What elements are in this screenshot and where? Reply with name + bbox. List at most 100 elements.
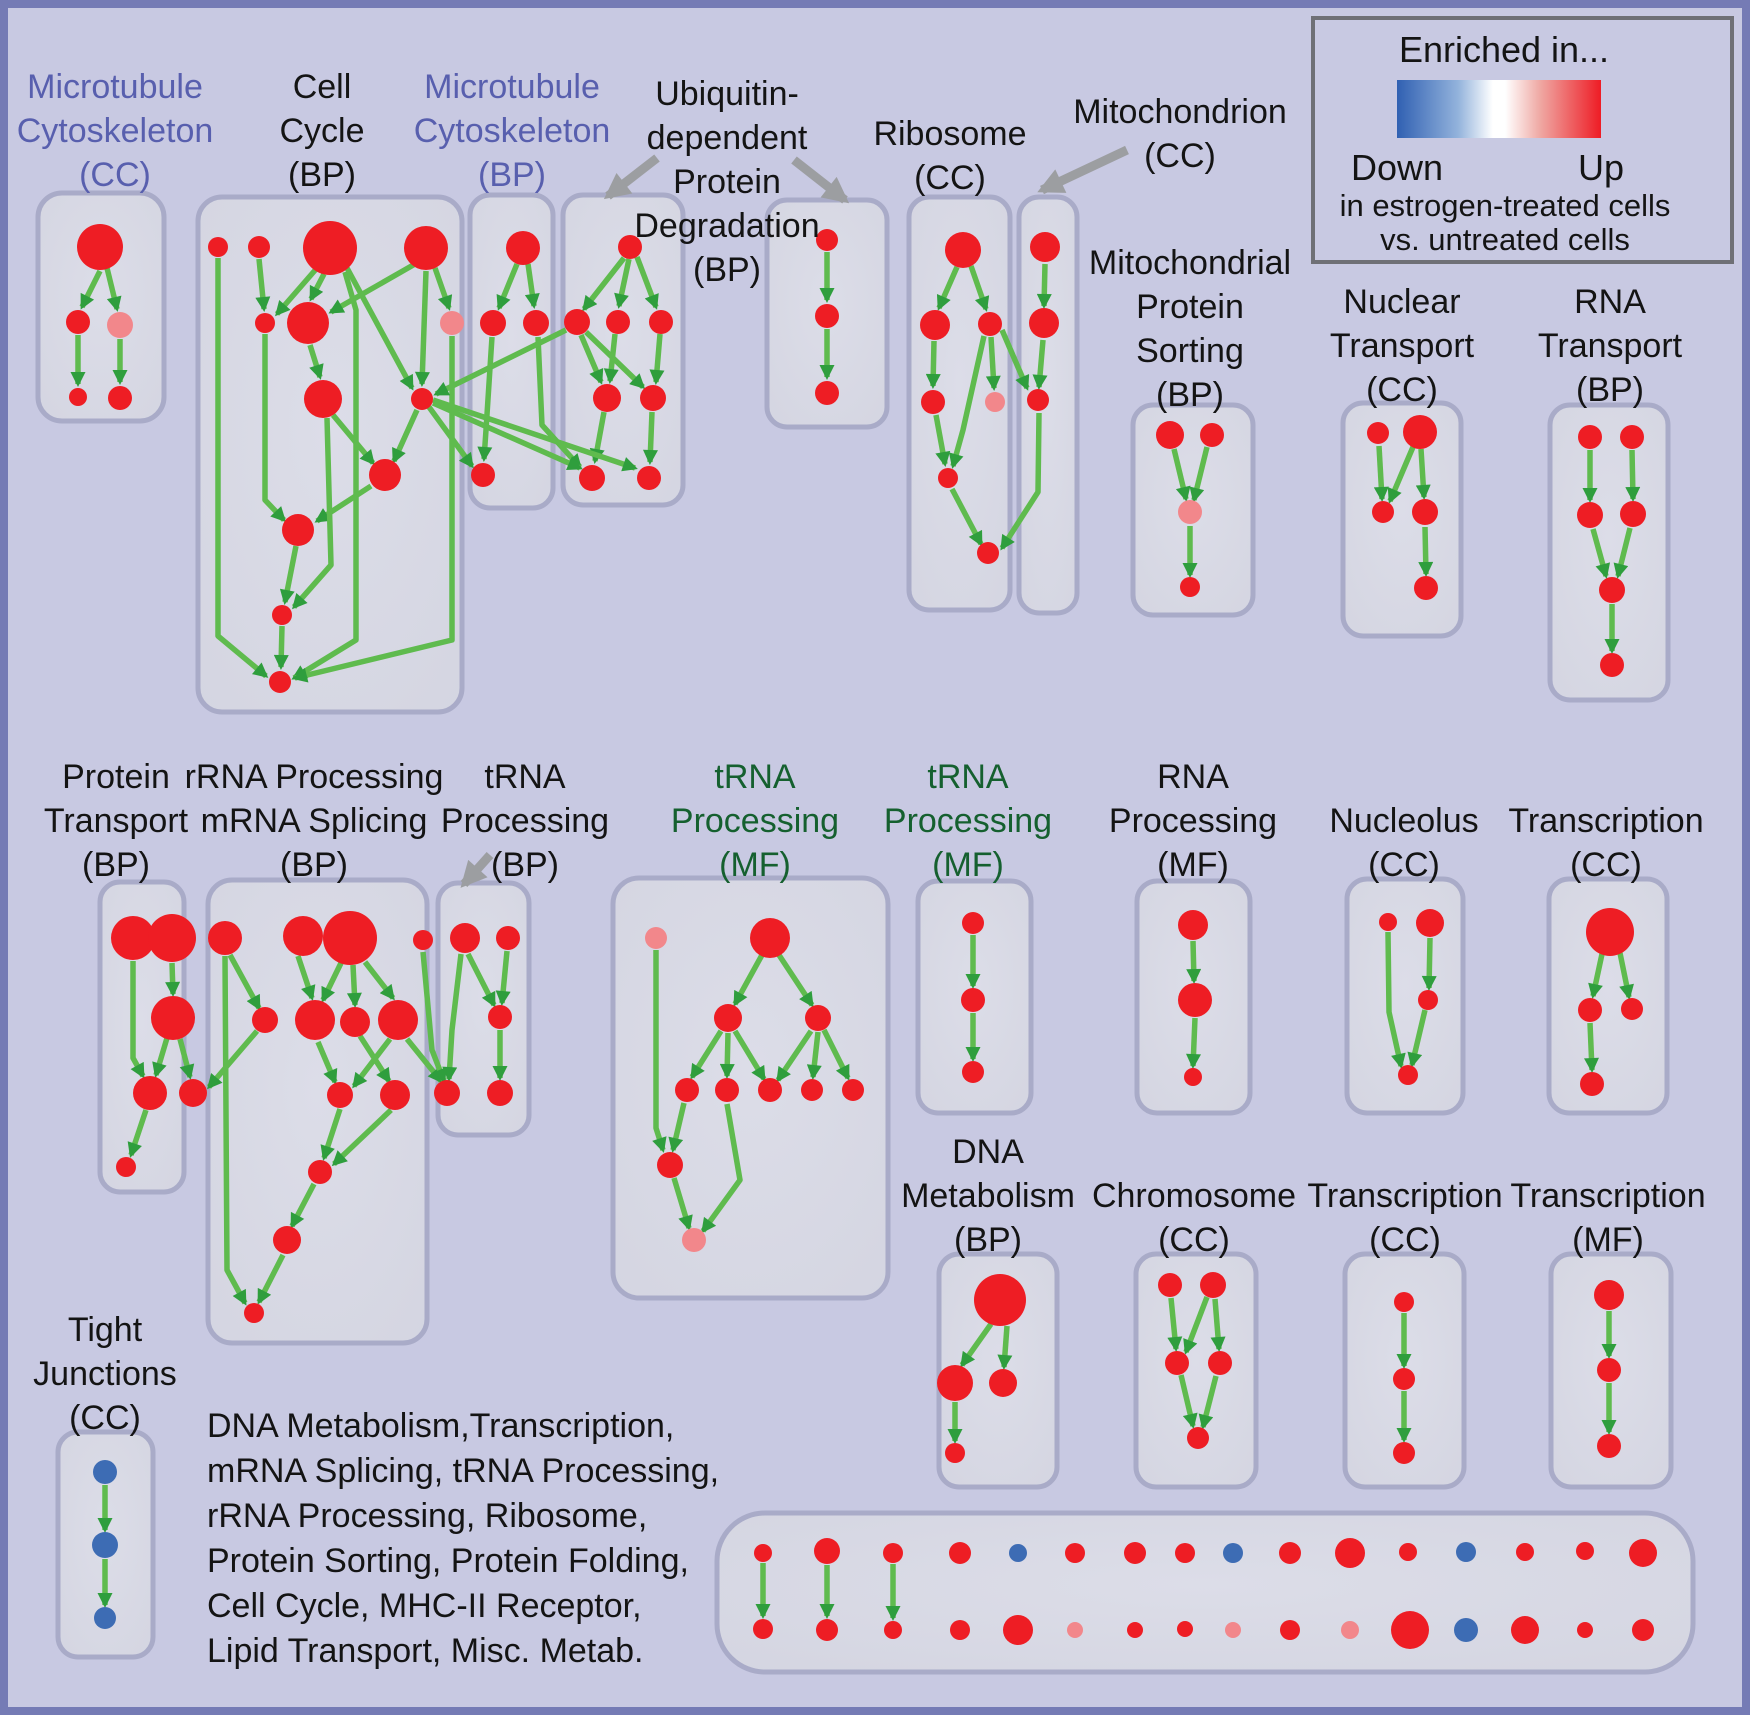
go-term-node-up	[1586, 908, 1634, 956]
go-term-node-up	[380, 1080, 410, 1110]
go-term-node-up	[304, 380, 342, 418]
go-hierarchy-edge	[1186, 940, 1202, 984]
go-hierarchy-edge	[1625, 449, 1641, 502]
go-term-node-up	[1003, 1615, 1033, 1645]
go-term-node-up	[323, 911, 377, 965]
go-term-node-up	[649, 310, 673, 334]
go-term-node-up	[1578, 998, 1602, 1022]
go-hierarchy-edge	[165, 962, 181, 997]
go-hierarchy-edge	[584, 330, 646, 390]
cluster-label-nucleolus-cc: Nucleolus	[1329, 802, 1478, 840]
cluster-box-microtubule-cytoskeleton-cc	[35, 190, 167, 424]
legend-caption-line2: vs. untreated cells	[1380, 222, 1630, 257]
go-term-node-up	[1372, 501, 1394, 523]
cluster-label-transcription-cc-1: (CC)	[1570, 846, 1642, 884]
go-term-node-up	[480, 310, 506, 336]
cluster-label-ribosome-cc: (CC)	[914, 159, 986, 197]
go-term-node-up	[1414, 576, 1438, 600]
go-term-node-up	[523, 310, 549, 336]
go-hierarchy-edge	[1588, 953, 1605, 999]
go-term-node-up	[1279, 1542, 1301, 1564]
go-term-node-up	[938, 468, 958, 488]
go-hierarchy-edge	[295, 955, 316, 1001]
go-hierarchy-edge	[1421, 937, 1437, 991]
go-hierarchy-edge	[152, 1037, 170, 1078]
go-hierarchy-edge	[1385, 931, 1406, 1069]
cluster-label-cell-cycle-bp: Cycle	[279, 112, 364, 150]
cluster-label-mitochondrial-protein-sorting-bp: Mitochondrial	[1089, 244, 1291, 282]
cluster-label-rrna-processing-mrna-splicing-bp: (BP)	[280, 846, 348, 884]
go-hierarchy-edge	[985, 336, 1001, 391]
cluster-label-trna-processing-mf-1: Processing	[671, 802, 839, 840]
go-hierarchy-edge	[1032, 339, 1048, 390]
go-term-node-up	[920, 310, 950, 340]
go-hierarchy-edge	[1189, 446, 1210, 503]
cluster-label-trna-processing-bp: (BP)	[491, 846, 559, 884]
go-term-node-up	[369, 459, 401, 491]
go-hierarchy-edge	[1183, 1296, 1210, 1355]
go-hierarchy-edge	[273, 625, 289, 670]
uncategorized-clusters-note: Cell Cycle, MHC-II Receptor,	[207, 1587, 642, 1625]
cluster-label-ubiquitin-degradation-bp-1: dependent	[647, 119, 808, 157]
go-term-node-up	[1177, 1621, 1193, 1637]
go-term-node-up	[962, 912, 984, 934]
go-term-node-up	[1208, 1351, 1232, 1375]
go-hierarchy-edge	[79, 269, 103, 310]
legend-box	[1311, 16, 1734, 264]
go-hierarchy-edge	[700, 1103, 743, 1234]
go-hierarchy-edge	[1178, 1374, 1198, 1429]
go-term-node-up	[282, 514, 314, 546]
go-term-node-up	[945, 232, 981, 268]
cluster-label-protein-transport-bp: Transport	[44, 802, 189, 840]
go-hierarchy-edge	[671, 1177, 693, 1231]
cluster-label-nuclear-transport-cc: (CC)	[1366, 371, 1438, 409]
cluster-label-trna-processing-bp: tRNA	[484, 758, 566, 796]
go-term-node-up	[303, 221, 357, 275]
go-hierarchy-edge	[1617, 952, 1634, 1000]
go-term-node-up	[116, 1157, 136, 1177]
go-term-node-up	[961, 988, 985, 1012]
go-term-node-up	[208, 237, 228, 257]
cluster-label-trna-processing-bp: Processing	[441, 802, 609, 840]
label-pointer-arrows	[460, 145, 1129, 888]
go-term-node-up	[69, 388, 87, 406]
go-term-node-up	[471, 463, 495, 487]
cluster-label-rrna-processing-mrna-splicing-bp: rRNA Processing	[185, 758, 444, 796]
uncategorized-clusters-note: rRNA Processing, Ribosome,	[207, 1497, 647, 1535]
go-hierarchy-edge	[496, 262, 520, 311]
go-hierarchy-edge	[968, 265, 990, 312]
cluster-label-rna-transport-bp: Transport	[1538, 327, 1683, 365]
go-hierarchy-edge	[948, 335, 987, 469]
uncategorized-clusters-note: DNA Metabolism,Transcription,	[207, 1407, 674, 1445]
go-term-node-up	[1629, 1539, 1657, 1567]
go-term-node-up	[1029, 308, 1059, 338]
go-hierarchy-edge	[351, 1037, 393, 1089]
go-hierarchy-edge	[432, 267, 453, 311]
cluster-label-nucleolus-cc: (CC)	[1368, 846, 1440, 884]
go-hierarchy-edge	[719, 1032, 735, 1079]
go-term-node-weak-up	[645, 927, 667, 949]
cluster-label-microtubule-cytoskeleton-cc: Cytoskeleton	[17, 112, 214, 150]
go-hierarchy-edge	[933, 414, 951, 467]
label-pointer-arrow	[603, 154, 660, 200]
go-hierarchy-edge	[1198, 1375, 1219, 1430]
cluster-label-rna-processing-mf: Processing	[1109, 802, 1277, 840]
go-term-node-up	[1399, 1543, 1417, 1561]
go-term-node-up	[1620, 425, 1644, 449]
cluster-label-cell-cycle-bp: (BP)	[288, 156, 356, 194]
go-term-node-up	[1632, 1619, 1654, 1641]
go-hierarchy-edge	[524, 263, 540, 309]
go-hierarchy-edge	[320, 1108, 343, 1161]
go-term-node-up	[1577, 1622, 1593, 1638]
go-term-node-up	[1511, 1616, 1539, 1644]
go-hierarchy-edge	[414, 270, 430, 387]
go-hierarchy-edge	[997, 1325, 1013, 1370]
go-term-node-up	[252, 1007, 278, 1033]
cluster-label-microtubule-cytoskeleton-cc: (CC)	[79, 156, 151, 194]
go-term-node-up	[883, 1543, 903, 1563]
go-term-node-up	[949, 1542, 971, 1564]
go-hierarchy-edge	[1210, 1298, 1226, 1352]
go-hierarchy-edge	[578, 333, 604, 385]
edges-layer	[70, 252, 1641, 1621]
cluster-label-transcription-cc-2: Transcription	[1307, 1177, 1502, 1215]
